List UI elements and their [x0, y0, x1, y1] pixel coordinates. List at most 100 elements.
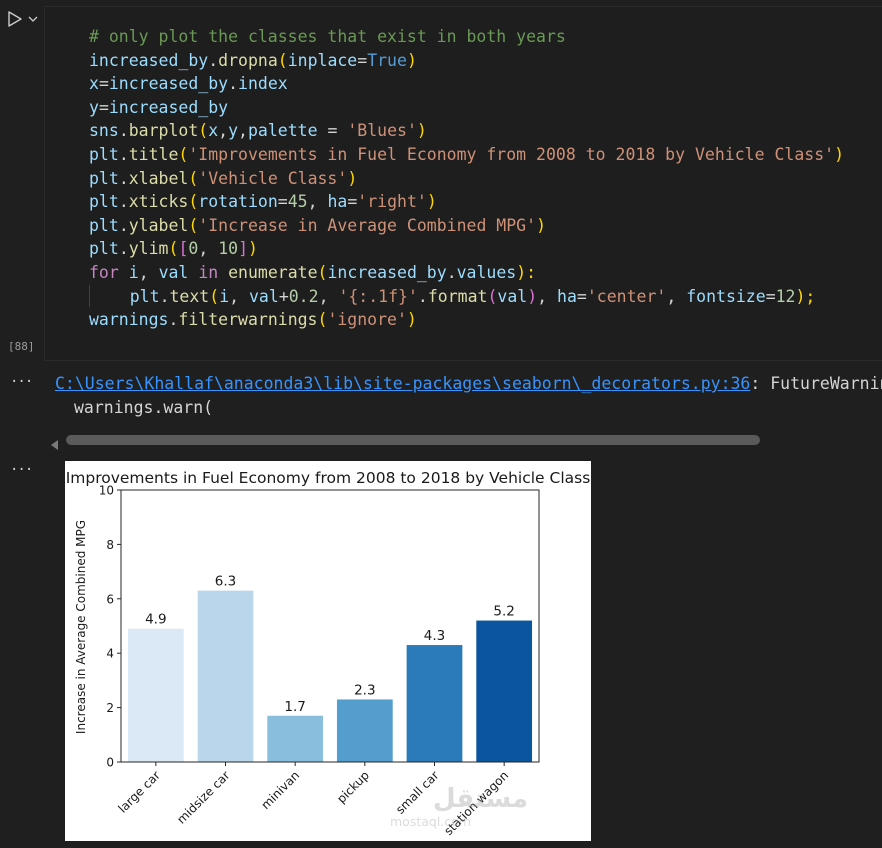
- code-token: palette: [247, 121, 318, 141]
- x-tick-label: large car: [116, 768, 164, 816]
- code-token: 12: [775, 286, 796, 306]
- code-cell-editor[interactable]: # only plot the classes that exist in bo…: [44, 6, 882, 361]
- code-token: 45: [287, 192, 308, 212]
- cell-run-controls: [6, 10, 38, 28]
- code-token: (: [277, 50, 288, 70]
- code-token: xlabel: [128, 168, 189, 188]
- y-tick-label: 0: [106, 756, 114, 770]
- y-axis-label: Increase in Average Combined MPG: [74, 520, 88, 734]
- code-token: '{:.1f}': [338, 286, 418, 306]
- plot-frame: [120, 489, 540, 763]
- warning-output: C:\Users\Khallaf\anaconda3\lib\site-pack…: [55, 374, 882, 393]
- code-line[interactable]: sns.barplot(x,y,palette = 'Blues'): [89, 119, 844, 143]
- code-line[interactable]: plt.xticks(rotation=45, ha='right'): [89, 190, 844, 214]
- code-token: .: [118, 168, 129, 188]
- chart-title: Improvements in Fuel Economy from 2008 t…: [66, 469, 591, 487]
- play-icon[interactable]: [6, 10, 24, 28]
- code-token: format: [427, 286, 488, 306]
- code-token: True: [367, 50, 407, 70]
- code-line[interactable]: y=increased_by: [89, 96, 844, 120]
- y-tick-label: 6: [106, 592, 114, 606]
- code-token: (: [198, 121, 209, 141]
- code-token: ): [426, 192, 437, 212]
- code-token: ,: [229, 286, 249, 306]
- bar-value-label: 5.2: [493, 604, 514, 620]
- code-line[interactable]: increased_by.dropna(inplace=True): [89, 49, 844, 73]
- code-token: index: [238, 74, 288, 94]
- code-token: .: [118, 144, 129, 164]
- code-token: .: [228, 74, 239, 94]
- bar-value-label: 1.7: [284, 699, 305, 715]
- bar: [336, 699, 393, 762]
- bar-value-label: 4.9: [145, 612, 166, 628]
- code-token: plt: [89, 144, 119, 164]
- code-token: =: [357, 50, 368, 70]
- code-token: barplot: [128, 121, 199, 141]
- bar-value-label: 2.3: [354, 682, 375, 698]
- code-token: (: [487, 286, 498, 306]
- code-token: 'Increase in Average Combined MPG': [198, 215, 537, 235]
- code-token: ,: [198, 239, 219, 259]
- code-token: plt: [89, 192, 119, 212]
- code-line[interactable]: x=increased_by.index: [89, 72, 844, 96]
- code-token: [119, 263, 129, 282]
- code-token: .: [118, 121, 129, 141]
- code-token: for: [89, 262, 119, 282]
- code-token: (: [188, 215, 199, 235]
- y-tick-label: 2: [106, 701, 114, 715]
- code-line[interactable]: # only plot the classes that exist in bo…: [89, 25, 844, 49]
- code-token: inplace: [287, 50, 358, 70]
- warning-file-link[interactable]: C:\Users\Khallaf\anaconda3\lib\site-pack…: [55, 374, 751, 393]
- code-token: ): [416, 121, 427, 141]
- output-ellipsis-icon[interactable]: ···: [10, 374, 33, 390]
- code-token: (: [188, 192, 199, 212]
- bar-value-label: 6.3: [215, 574, 236, 590]
- code-token: 'right': [357, 192, 427, 212]
- code-token: =: [576, 286, 587, 306]
- code-line[interactable]: plt.title('Improvements in Fuel Economy …: [89, 143, 844, 167]
- code-token: # only plot the classes that exist in bo…: [89, 27, 566, 46]
- code-token: values: [456, 262, 517, 282]
- code-token: .: [417, 286, 428, 306]
- bar: [406, 645, 463, 762]
- code-line[interactable]: plt.text(i, val+0.2, '{:.1f}'.format(val…: [89, 284, 844, 309]
- output-ellipsis-icon[interactable]: ···: [10, 462, 33, 478]
- code-token: (: [188, 168, 199, 188]
- horizontal-scrollbar[interactable]: [50, 434, 760, 450]
- code-token: rotation: [198, 192, 278, 212]
- code-token: 'Improvements in Fuel Economy from 2008 …: [188, 144, 835, 164]
- code-token: 0.2: [288, 286, 319, 306]
- watermark: مستقل mostaql.com: [390, 784, 528, 829]
- code-token: 'Vehicle Class': [198, 168, 348, 188]
- x-tick-label: midsize car: [174, 768, 232, 826]
- code-line[interactable]: plt.ylabel('Increase in Average Combined…: [89, 214, 844, 238]
- code-token: plt: [129, 286, 160, 306]
- scrollbar-thumb[interactable]: [66, 435, 760, 445]
- code-line[interactable]: warnings.filterwarnings('ignore'): [89, 308, 844, 332]
- code-token: x: [208, 121, 219, 141]
- code-token: 'center': [586, 286, 667, 306]
- code-token: ,: [537, 286, 558, 306]
- chevron-down-icon[interactable]: [28, 14, 38, 24]
- bar-chart: Improvements in Fuel Economy from 2008 t…: [66, 469, 591, 838]
- bar: [267, 715, 324, 762]
- code-token: x: [89, 74, 99, 94]
- code-token: warnings: [89, 310, 169, 330]
- arrow-left-icon[interactable]: [50, 435, 60, 454]
- code-token: i: [128, 262, 139, 282]
- code-token: ,: [218, 121, 229, 141]
- code-token: dropna: [218, 50, 278, 70]
- code-token: i: [219, 286, 230, 306]
- code-line[interactable]: for i, val in enumerate(increased_by.val…: [89, 261, 844, 285]
- code-token: .: [118, 239, 129, 259]
- code-line[interactable]: plt.ylim([0, 10]): [89, 237, 844, 261]
- code-token: ,: [238, 121, 248, 141]
- code-token: (: [178, 144, 189, 164]
- code-token: ha: [327, 192, 348, 212]
- code-token: increased_by: [89, 50, 209, 70]
- code-token: (: [168, 239, 179, 259]
- code-line[interactable]: plt.xlabel('Vehicle Class'): [89, 167, 844, 191]
- code-token: =: [98, 74, 109, 94]
- code-lines[interactable]: # only plot the classes that exist in bo…: [89, 25, 844, 332]
- code-token: text: [169, 286, 210, 306]
